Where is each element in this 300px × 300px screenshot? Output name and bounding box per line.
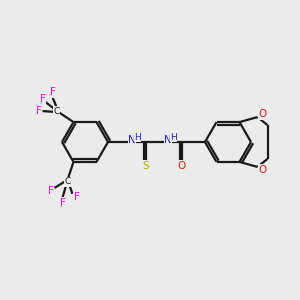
Text: F: F (50, 87, 56, 97)
Text: F: F (74, 192, 80, 202)
Text: F: F (60, 198, 65, 208)
Text: C: C (64, 177, 70, 186)
Text: H: H (170, 133, 177, 142)
Text: N: N (128, 135, 136, 145)
Text: F: F (40, 94, 45, 104)
Text: F: F (36, 106, 41, 116)
Text: S: S (143, 161, 149, 171)
Text: O: O (178, 161, 186, 171)
Text: C: C (53, 106, 60, 116)
Text: H: H (134, 133, 141, 142)
Text: N: N (164, 135, 172, 145)
Text: O: O (258, 109, 267, 119)
Text: F: F (48, 186, 53, 196)
Text: O: O (258, 165, 267, 175)
